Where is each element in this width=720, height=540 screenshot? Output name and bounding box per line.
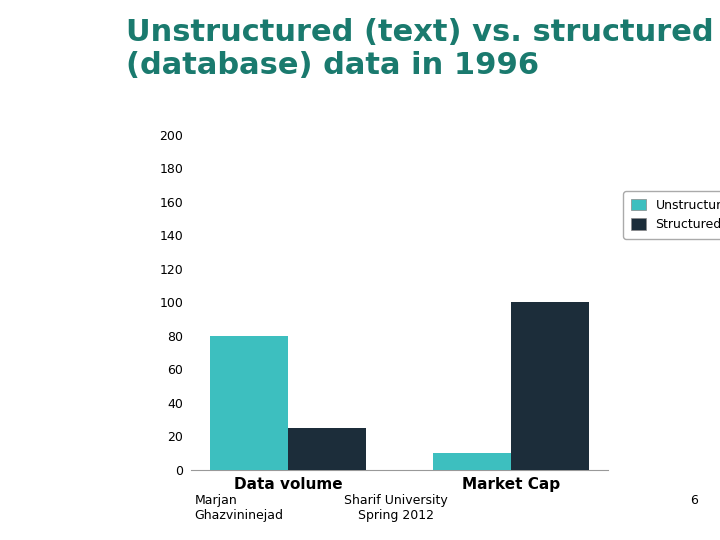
Text: Unstructured (text) vs. structured
(database) data in 1996: Unstructured (text) vs. structured (data… [126,18,714,80]
Bar [433,453,511,470]
Legend: Unstructured, Structured: Unstructured, Structured [623,192,720,239]
Text: Sharif University
Spring 2012: Sharif University Spring 2012 [344,495,448,522]
Text: 6: 6 [690,495,698,508]
Text: Marjan
Ghazvininejad: Marjan Ghazvininejad [194,495,284,522]
Bar [511,302,590,470]
Bar [288,428,366,470]
Bar [210,336,288,470]
